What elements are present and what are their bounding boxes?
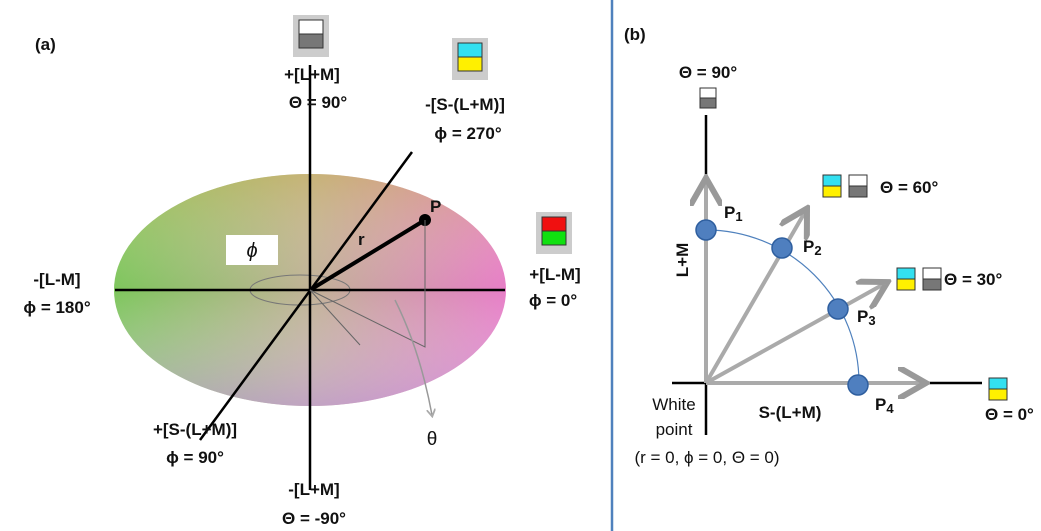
axis-angle: ϕ = 270° bbox=[434, 124, 501, 143]
arc bbox=[705, 229, 860, 384]
axis-name: +[S-(L+M)] bbox=[153, 420, 237, 439]
phi-label: ϕ bbox=[246, 240, 257, 262]
points bbox=[695, 219, 869, 396]
origin-label: point bbox=[656, 420, 693, 439]
text: 4 bbox=[886, 401, 894, 416]
angle-label: Θ = 30° bbox=[944, 270, 1003, 289]
panel-b: (b) Θ = 90° L+M S-(L+M) P1 P2 P3 P4 Θ = … bbox=[624, 25, 1034, 467]
point-label: P4 bbox=[875, 395, 894, 416]
origin-label: White bbox=[652, 395, 695, 414]
swatch-red-green bbox=[536, 212, 572, 254]
text: P bbox=[875, 395, 886, 414]
text: 2 bbox=[814, 243, 821, 258]
point-label: P2 bbox=[803, 237, 822, 258]
text: 1 bbox=[735, 209, 742, 224]
axis-angle: Θ = -90° bbox=[282, 509, 346, 528]
text: 3 bbox=[868, 313, 875, 328]
axis-angle: Θ = 90° bbox=[289, 93, 348, 112]
origin-coords: (r = 0, ϕ = 0, Θ = 0) bbox=[634, 448, 779, 467]
axis-angle: ϕ = 0° bbox=[529, 291, 578, 310]
angle-label: Θ = 60° bbox=[880, 178, 939, 197]
text: P bbox=[803, 237, 814, 256]
axis-angle: ϕ = 90° bbox=[166, 448, 224, 467]
text: P bbox=[857, 307, 868, 326]
panel-a: (a) +[L+M] Θ = 90° -[S-(L+M)] ϕ = 270° P… bbox=[23, 15, 581, 528]
axis-name: +[L-M] bbox=[529, 265, 580, 284]
projection bbox=[309, 220, 426, 348]
point-label: P1 bbox=[724, 203, 743, 224]
panel-label: (a) bbox=[35, 35, 56, 54]
axis-angle: ϕ = 180° bbox=[23, 298, 90, 317]
theta-label: θ bbox=[427, 429, 438, 450]
point-label: P bbox=[430, 197, 441, 216]
x-axis-label: S-(L+M) bbox=[759, 403, 822, 422]
panel-label: (b) bbox=[624, 25, 646, 44]
projection-2 bbox=[309, 289, 361, 346]
axis-name: +[L+M] bbox=[284, 65, 340, 84]
angle-label: Θ = 0° bbox=[985, 405, 1034, 424]
radius-label: r bbox=[358, 230, 365, 249]
angle-label: Θ = 90° bbox=[679, 63, 738, 82]
axis-name: -[L-M] bbox=[33, 270, 80, 289]
axis-s bbox=[198, 151, 414, 441]
swatch-cyan-yellow bbox=[452, 38, 488, 80]
point-label: P3 bbox=[857, 307, 876, 328]
text: P bbox=[724, 203, 735, 222]
axis-name: -[S-(L+M)] bbox=[425, 95, 505, 114]
y-axis-label: L+M bbox=[673, 243, 692, 277]
swatch-gray bbox=[293, 15, 329, 57]
radius-line bbox=[308, 218, 427, 292]
swatches-b bbox=[699, 87, 1008, 401]
axis-name: -[L+M] bbox=[288, 480, 339, 499]
phi-box bbox=[226, 235, 278, 265]
theta-arrow bbox=[394, 299, 432, 415]
